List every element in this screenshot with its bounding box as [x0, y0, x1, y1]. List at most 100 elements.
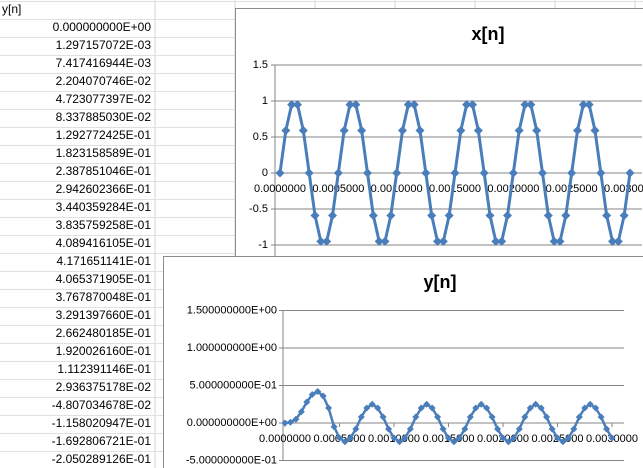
cell[interactable]: 3.440359284E-01 — [56, 200, 152, 214]
data-point — [374, 404, 382, 412]
data-point — [412, 413, 420, 421]
y-tick-label: -0.5 — [249, 203, 268, 215]
data-point — [314, 388, 322, 395]
cell[interactable]: 2.204070746E-02 — [56, 74, 152, 88]
cell[interactable]: 2.942602366E-01 — [56, 182, 152, 196]
data-point — [559, 438, 567, 446]
data-point — [368, 400, 376, 408]
data-point — [515, 425, 523, 433]
data-point — [330, 423, 338, 431]
data-point — [310, 210, 320, 220]
data-point — [597, 413, 605, 421]
cell[interactable]: -4.807034678E-02 — [52, 398, 152, 412]
chart: -5.000000000E-01 0.000000000E+00 5.0000000… — [163, 256, 643, 468]
data-point — [462, 100, 472, 110]
data-point — [401, 434, 409, 442]
data-point — [488, 413, 496, 421]
x-tick-label: 0.0010000 — [371, 183, 423, 195]
cell[interactable]: -1.692806721E-01 — [52, 434, 152, 448]
cell[interactable]: 0.000000000E+00 — [53, 20, 152, 34]
cell[interactable]: 2.936375178E-02 — [56, 380, 152, 394]
data-point — [564, 434, 572, 442]
data-point — [590, 126, 600, 136]
data-point — [303, 398, 311, 406]
data-point — [581, 404, 589, 412]
y-tick-label: 0.000000000E+00 — [187, 417, 277, 429]
data-point — [497, 236, 507, 246]
column-header-cell[interactable]: y[n] — [2, 2, 21, 16]
data-point — [578, 100, 588, 110]
cell[interactable]: 1.292772425E-01 — [56, 128, 152, 142]
data-point — [608, 236, 617, 246]
data-point — [477, 400, 485, 408]
cell[interactable]: 1.823158589E-01 — [56, 146, 152, 160]
y-tick-label: 0 — [262, 167, 268, 179]
data-point — [286, 418, 294, 426]
data-point — [450, 438, 458, 446]
data-point — [409, 100, 419, 110]
data-point — [526, 100, 536, 110]
data-point — [398, 126, 407, 136]
x-tick-label: 0.0020000 — [487, 183, 539, 195]
data-point — [421, 168, 431, 178]
data-point — [368, 210, 378, 220]
data-point — [390, 434, 398, 442]
data-point — [363, 404, 371, 412]
cell[interactable]: 4.171651141E-01 — [56, 254, 151, 268]
y-tick-label: 1.5 — [253, 59, 268, 71]
data-point — [499, 434, 507, 442]
data-point — [504, 438, 512, 446]
data-point — [592, 404, 600, 412]
data-point — [308, 391, 316, 398]
data-point — [532, 400, 540, 408]
cell[interactable]: 1.297157072E-03 — [56, 38, 152, 52]
x-tick-label: 0.0030000 — [604, 183, 643, 195]
cell[interactable]: 1.920026160E-01 — [56, 344, 152, 358]
data-point — [325, 404, 333, 412]
data-point — [281, 126, 291, 136]
x-tick-label: 0.0000000 — [254, 183, 306, 195]
cell[interactable]: 3.835759258E-01 — [56, 218, 152, 232]
data-point — [613, 236, 623, 246]
cell[interactable]: 1.112391146E-01 — [57, 362, 151, 376]
data-point — [395, 438, 403, 446]
data-point — [304, 168, 314, 178]
data-point — [586, 400, 594, 408]
data-point — [554, 434, 561, 442]
data-point — [485, 210, 495, 220]
data-point — [423, 400, 431, 408]
data-point — [483, 404, 491, 412]
chart-area — [163, 256, 643, 468]
data-point — [434, 413, 442, 421]
data-point — [363, 168, 372, 178]
cell[interactable]: 3.291397660E-01 — [56, 308, 152, 322]
cell[interactable]: 4.723077397E-02 — [56, 92, 152, 106]
data-point — [379, 413, 387, 421]
data-point — [336, 434, 343, 442]
cell[interactable]: -2.050289126E-01 — [52, 452, 152, 466]
cell[interactable]: 2.662480185E-01 — [56, 326, 152, 340]
cell[interactable]: 4.089416105E-01 — [56, 236, 152, 250]
data-point — [625, 168, 635, 178]
cell[interactable]: 4.065371905E-01 — [56, 272, 152, 286]
cell[interactable]: 7.417416944E-03 — [56, 56, 152, 70]
data-point — [386, 210, 396, 220]
data-point — [374, 236, 384, 246]
data-point — [561, 210, 571, 220]
cell[interactable]: -1.158020947E-01 — [52, 416, 152, 430]
data-point — [603, 425, 611, 433]
data-point — [514, 126, 524, 136]
data-point — [468, 100, 477, 110]
data-point — [341, 438, 349, 446]
data-point — [575, 413, 583, 421]
data-point — [466, 413, 474, 421]
data-point — [619, 210, 629, 220]
data-point — [472, 404, 480, 412]
data-point — [433, 236, 442, 246]
data-point — [491, 236, 501, 246]
cell[interactable]: 2.387851046E-01 — [56, 164, 152, 178]
cell[interactable]: 8.337885030E-02 — [56, 110, 152, 124]
data-point — [417, 404, 425, 412]
y-tick-label: 1 — [262, 95, 268, 107]
cell[interactable]: 3.767870048E-01 — [56, 290, 152, 304]
